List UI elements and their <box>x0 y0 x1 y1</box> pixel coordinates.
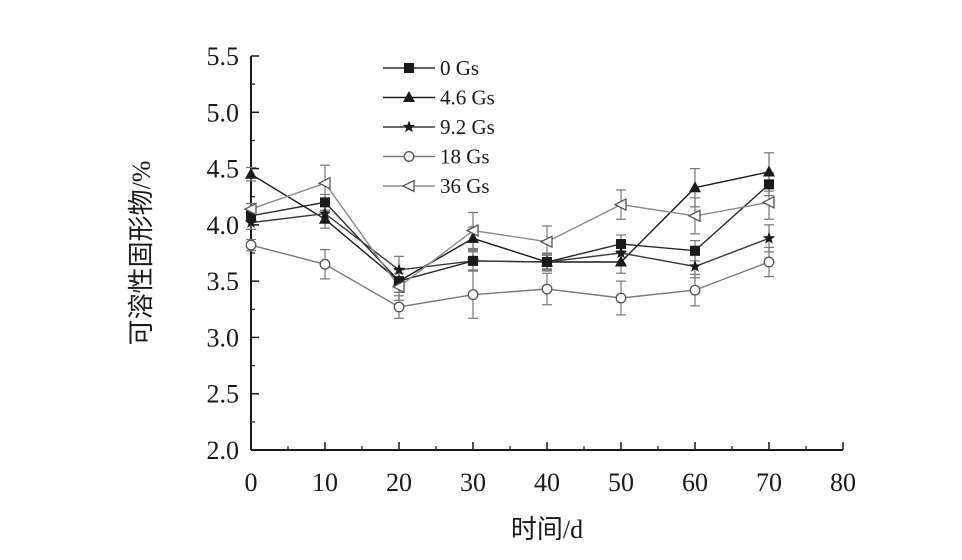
x-tick-label: 70 <box>756 468 782 497</box>
legend-label: 18 Gs <box>440 145 490 169</box>
data-point <box>246 210 256 221</box>
data-point <box>613 198 627 212</box>
data-point <box>688 260 702 272</box>
legend-label: 36 Gs <box>440 174 490 198</box>
x-tick-label: 10 <box>312 468 338 497</box>
x-axis-label: 时间/d <box>511 515 583 544</box>
data-point <box>616 238 626 249</box>
data-point <box>762 231 776 244</box>
data-point <box>541 283 553 295</box>
series-line <box>250 244 770 308</box>
y-tick-label: 2.0 <box>207 436 240 465</box>
data-point <box>243 202 257 216</box>
x-tick-label: 20 <box>386 468 412 497</box>
legend-label: 9.2 Gs <box>440 115 495 139</box>
data-point <box>245 167 257 179</box>
data-point <box>466 254 480 267</box>
data-point <box>391 280 405 294</box>
data-point <box>763 256 775 268</box>
data-point <box>763 165 775 177</box>
y-tick-label: 3.0 <box>207 323 240 352</box>
series-line <box>250 182 770 288</box>
data-point <box>320 197 330 208</box>
data-point <box>245 239 257 251</box>
y-tick-label: 2.5 <box>207 380 240 409</box>
series-line <box>250 212 770 271</box>
x-tick-label: 80 <box>830 468 856 497</box>
legend-label: 0 Gs <box>440 56 479 80</box>
data-point <box>689 284 701 296</box>
data-point <box>317 176 331 190</box>
legend-marker <box>403 151 415 162</box>
y-tick-label: 5.5 <box>207 42 240 71</box>
data-point <box>540 255 554 268</box>
data-point <box>467 231 479 243</box>
x-tick-label: 30 <box>460 468 486 497</box>
y-axis-label: 可溶性固形物/% <box>127 161 156 346</box>
data-point <box>614 246 628 259</box>
legend: 0 Gs 4.6 Gs 9.2 Gs 18 Gs 36 Gs <box>383 56 495 198</box>
x-tick-label: 40 <box>534 468 560 497</box>
x-tick-label: 0 <box>245 468 258 497</box>
legend-marker <box>401 179 415 193</box>
data-point <box>690 245 700 256</box>
legend-marker <box>402 120 416 133</box>
data-point <box>615 255 627 267</box>
series-line <box>250 171 770 282</box>
legend-marker <box>403 91 415 102</box>
data-point <box>319 258 331 270</box>
data-point <box>392 263 406 276</box>
data-point <box>687 209 701 223</box>
series-lines <box>250 171 770 308</box>
y-tick-label: 4.0 <box>207 211 240 240</box>
data-point <box>244 216 258 228</box>
data-point <box>689 181 701 193</box>
data-point <box>467 289 479 301</box>
data-point <box>761 195 775 209</box>
data-point <box>318 207 332 219</box>
series-markers <box>243 165 776 313</box>
data-point <box>539 235 553 249</box>
data-point <box>615 292 627 304</box>
y-tick-label: 5.0 <box>207 98 240 127</box>
data-point <box>393 301 405 313</box>
legend-label: 4.6 Gs <box>440 86 495 110</box>
x-tick-label: 50 <box>608 468 634 497</box>
y-tick-label: 3.5 <box>207 267 240 296</box>
data-point <box>764 179 774 190</box>
x-tick-label: 60 <box>682 468 708 497</box>
data-point <box>319 212 331 224</box>
y-tick-label: 4.5 <box>207 155 240 184</box>
axis-ticks: 0 10 20 30 40 50 60 70 80 2.0 2.5 3.0 3.5 4.0 4.5 5.0 5.… <box>207 42 857 497</box>
legend-marker <box>404 63 414 73</box>
data-point <box>465 223 479 238</box>
